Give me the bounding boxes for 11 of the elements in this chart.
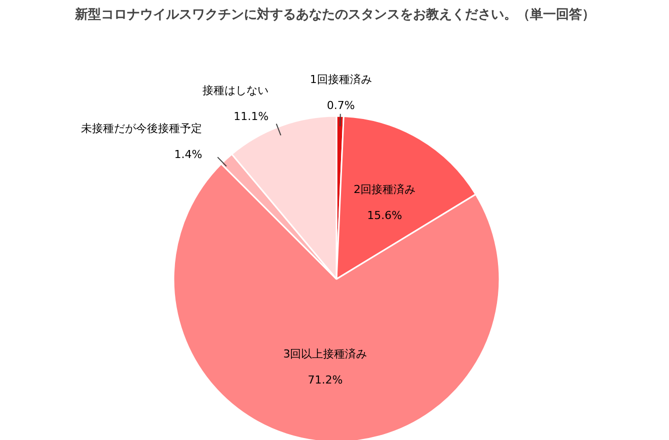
data-label: 1.4% — [174, 148, 202, 161]
data-label: 11.1% — [234, 110, 269, 124]
slice-label: 接種はしない — [202, 84, 269, 98]
chart-title: 新型コロナウイルスワクチンに対するあなたのスタンスをお教えください。（単一回答） — [74, 6, 595, 22]
data-label: 15.6% — [367, 209, 402, 222]
data-label: 0.7% — [326, 98, 355, 112]
slice-label: 3回以上接種済み — [283, 348, 368, 361]
slice-label: 未接種だが今後接種予定 — [81, 122, 202, 135]
slice-label: 2回接種済み — [354, 183, 416, 196]
data-label: 71.2% — [308, 374, 343, 387]
slice-label: 1回接種済み — [310, 72, 372, 86]
